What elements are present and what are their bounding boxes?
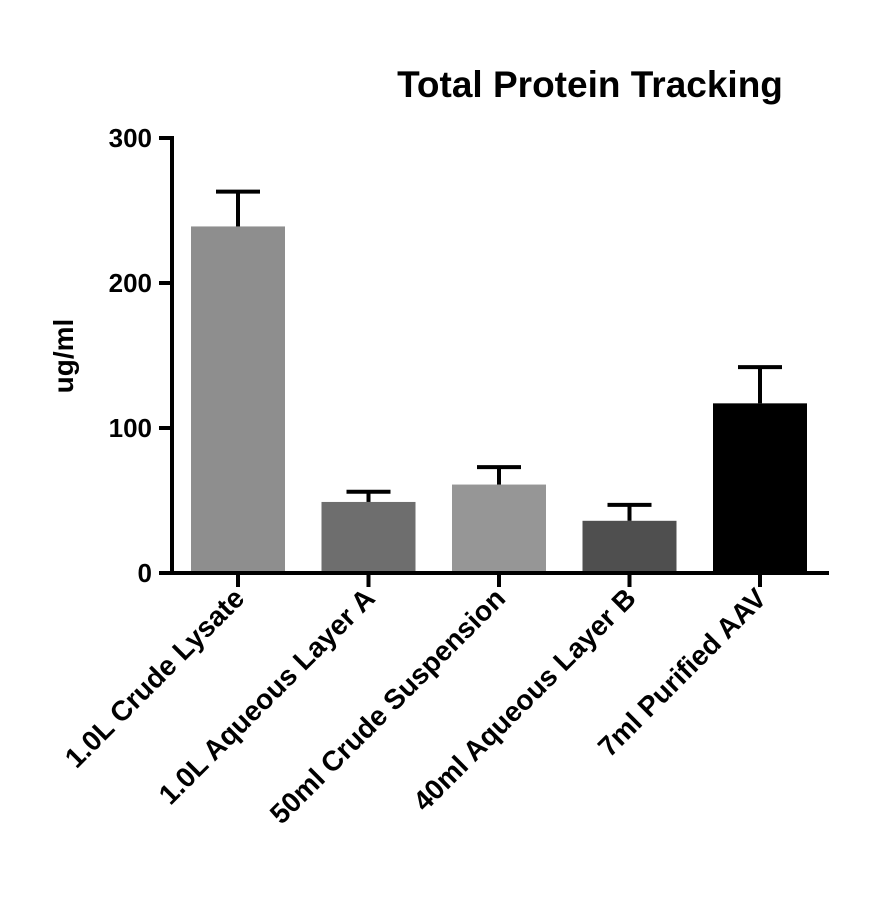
y-axis-ticks: 0 100 200 300	[109, 123, 172, 588]
bar	[452, 484, 546, 573]
bars	[191, 226, 807, 573]
chart-title: Total Protein Tracking	[397, 64, 783, 105]
bar	[321, 501, 416, 573]
y-tick-label: 300	[109, 123, 152, 153]
y-axis-title: ug/ml	[48, 319, 79, 394]
y-tick-label: 0	[138, 558, 152, 588]
x-category-label: 50ml Crude Suspension	[264, 582, 511, 829]
y-tick-label: 100	[109, 413, 152, 443]
x-axis-ticks	[236, 573, 762, 587]
bar	[582, 520, 677, 573]
error-bars	[216, 189, 782, 521]
y-tick-label: 200	[109, 268, 152, 298]
x-category-label: 40ml Aqueous Layer B	[407, 582, 642, 817]
bar	[713, 403, 807, 573]
bar	[191, 226, 285, 573]
x-category-label: 1.0L Aqueous Layer A	[153, 582, 381, 810]
